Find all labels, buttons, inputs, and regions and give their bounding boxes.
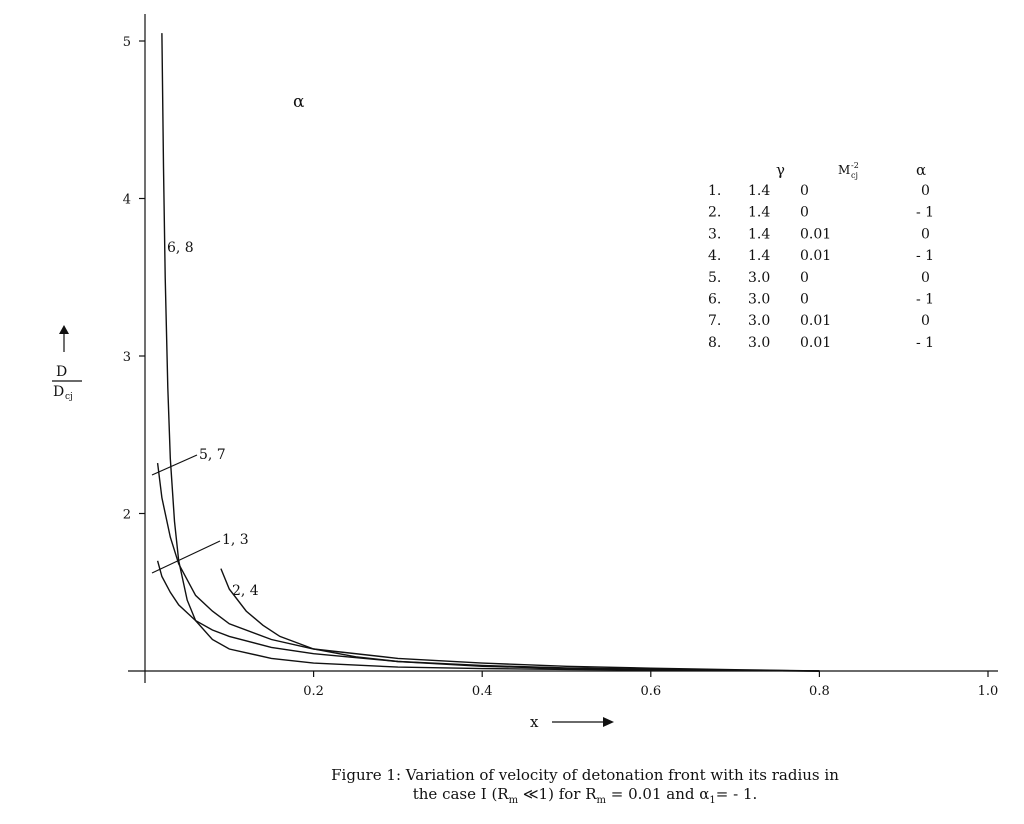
y-tick-label: 4 — [123, 193, 131, 208]
legend-cell: - 1 — [916, 205, 934, 221]
figure-caption-line1: Figure 1: Variation of velocity of deton… — [331, 766, 839, 784]
y-tick-label: 2 — [123, 508, 131, 523]
series-line-2 — [156, 463, 820, 672]
legend-rows: 1. 1.4 0 0 2. 1.4 0 - 1 3. 1.4 0.01 0 4. 1.4 0.01 - 1 5.… — [708, 183, 934, 351]
legend-cell: 0 — [921, 226, 930, 242]
legend-cell: - 1 — [916, 292, 934, 308]
label-curve-1-3: 1, 3 — [222, 532, 249, 548]
y-tick-label: 5 — [123, 35, 131, 50]
legend-cell: 0 — [921, 183, 930, 199]
leader-line-5-7 — [151, 454, 198, 476]
legend-cell: 3.0 — [748, 335, 770, 351]
x-tick-label: 0.2 — [303, 684, 324, 699]
y-label-numerator: D — [56, 364, 67, 380]
legend-cell: 4. — [708, 248, 721, 264]
legend-cell: 3. — [708, 226, 721, 242]
x-tick-label: 0.8 — [809, 684, 830, 699]
legend-header-alpha: α — [916, 161, 926, 179]
y-label-denominator-sub: cj — [65, 392, 73, 402]
legend-cell: 1. — [708, 183, 721, 199]
legend-cell: 3.0 — [748, 313, 770, 329]
legend-cell: 6. — [708, 292, 721, 308]
x-tick-label: 1.0 — [978, 684, 999, 699]
series-line-4 — [220, 568, 820, 672]
curves — [156, 33, 820, 672]
x-label-text: x — [530, 713, 539, 731]
label-curve-5-7: 5, 7 — [199, 447, 226, 463]
legend-header-m-sub: cj — [851, 171, 858, 180]
legend-cell: - 1 — [916, 248, 934, 264]
legend-cell: 1.4 — [748, 183, 770, 199]
legend-cell: 3.0 — [748, 292, 770, 308]
leader-line-1-3 — [151, 540, 221, 574]
legend-cell: 8. — [708, 335, 721, 351]
legend-cell: - 1 — [916, 335, 934, 351]
legend-header-m: M — [838, 163, 850, 177]
x-axis-label: x — [530, 713, 614, 731]
y-axis-arrow-head — [59, 325, 69, 334]
axes — [128, 14, 998, 683]
y-ticks: 2 3 4 5 — [123, 35, 145, 523]
y-axis-label: D D cj — [52, 325, 82, 402]
legend-cell: 5. — [708, 270, 721, 286]
x-tick-label: 0.6 — [640, 684, 661, 699]
x-axis-arrow-head — [603, 717, 614, 727]
x-tick-label: 0.4 — [472, 684, 493, 699]
legend-header-gamma: γ — [776, 161, 785, 179]
legend-cell: 0 — [921, 313, 930, 329]
legend-cell: 0 — [800, 292, 809, 308]
label-curve-2-4: 2, 4 — [232, 583, 259, 599]
curve-annotations: 6, 8 5, 7 1, 3 2, 4 α — [151, 92, 305, 599]
figure-caption-line2: the case I (Rm ≪1) for Rm = 0.01 and α1=… — [412, 785, 758, 806]
legend-cell: 0.01 — [800, 248, 831, 264]
alpha-annotation: α — [293, 92, 305, 112]
x-ticks: 0.2 0.4 0.6 0.8 1.0 — [303, 671, 998, 699]
legend-cell: 1.4 — [748, 205, 770, 221]
legend-cell: 0.01 — [800, 335, 831, 351]
legend-cell: 0.01 — [800, 226, 831, 242]
legend-cell: 1.4 — [748, 226, 770, 242]
y-tick-label: 3 — [123, 350, 131, 365]
legend-cell: 0.01 — [800, 313, 831, 329]
label-curve-6-8: 6, 8 — [167, 240, 194, 256]
legend-table: γ M -2 cj α 1. 1.4 0 0 2. 1.4 0 - 1 3. 1.4 0.01 0 4.… — [708, 161, 934, 351]
legend-cell: 0 — [800, 270, 809, 286]
legend-cell: 2. — [708, 205, 721, 221]
legend-cell: 1.4 — [748, 248, 770, 264]
series-line-1 — [161, 33, 820, 672]
legend-cell: 7. — [708, 313, 721, 329]
legend-cell: 0 — [921, 270, 930, 286]
y-label-denominator: D — [53, 384, 64, 400]
legend-cell: 0 — [800, 205, 809, 221]
legend-header-m-sup: -2 — [851, 161, 859, 170]
legend-cell: 3.0 — [748, 270, 770, 286]
legend-cell: 0 — [800, 183, 809, 199]
